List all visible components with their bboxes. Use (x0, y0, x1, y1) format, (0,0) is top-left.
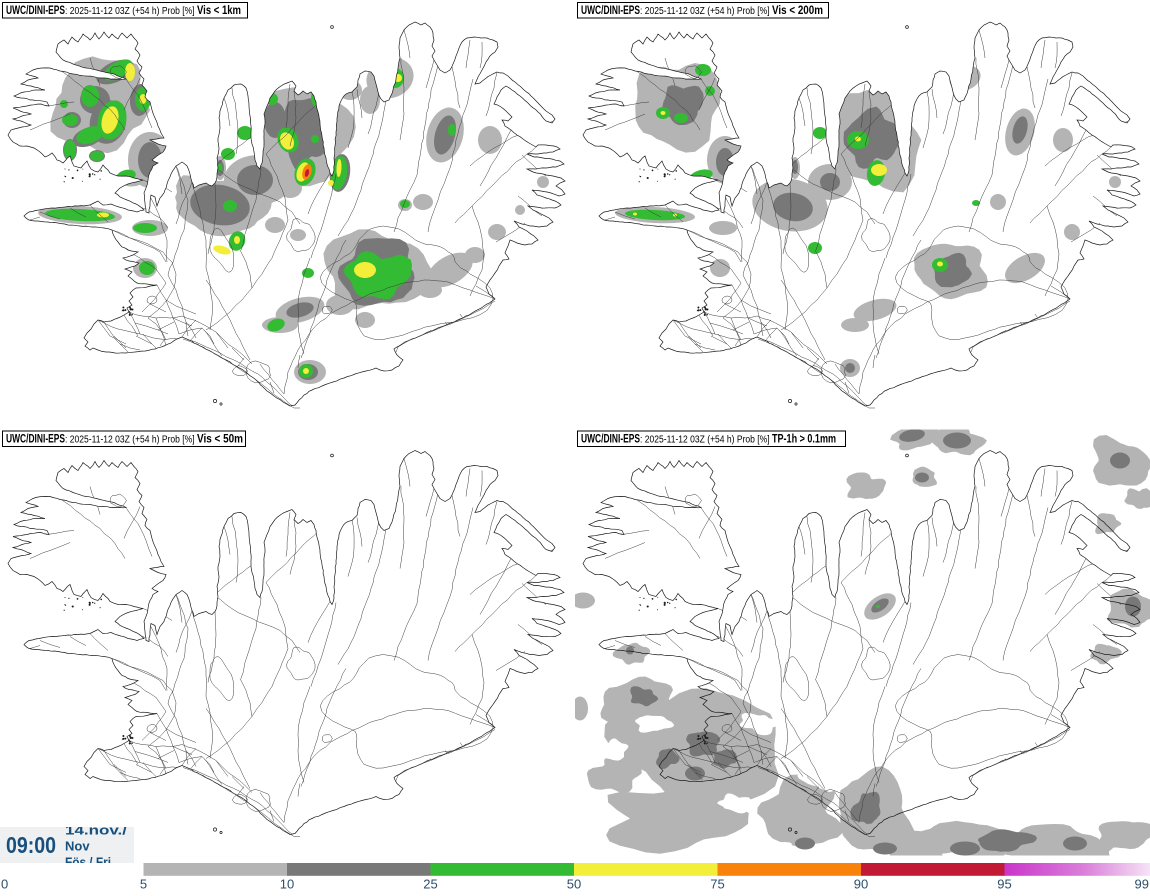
svg-text:90: 90 (854, 877, 868, 892)
svg-text:25: 25 (423, 877, 437, 892)
svg-text:75: 75 (710, 877, 724, 892)
svg-text:UWC/DINI-EPS: 2025-11-12 03Z (: UWC/DINI-EPS: 2025-11-12 03Z (+54 h) Pro… (6, 3, 241, 17)
svg-text:5: 5 (140, 877, 147, 892)
svg-text:0: 0 (1, 877, 8, 892)
svg-text:UWC/DINI-EPS: 2025-11-12 03Z (: UWC/DINI-EPS: 2025-11-12 03Z (+54 h) Pro… (6, 432, 243, 446)
svg-text:10: 10 (280, 877, 294, 892)
svg-text:99: 99 (1135, 877, 1149, 892)
svg-text:Nov: Nov (65, 839, 90, 854)
svg-text:UWC/DINI-EPS: 2025-11-12 03Z (: UWC/DINI-EPS: 2025-11-12 03Z (+54 h) Pro… (581, 432, 836, 446)
svg-text:95: 95 (997, 877, 1011, 892)
svg-text:UWC/DINI-EPS: 2025-11-12 03Z (: UWC/DINI-EPS: 2025-11-12 03Z (+54 h) Pro… (581, 3, 823, 17)
svg-text:09:00: 09:00 (6, 832, 56, 858)
svg-text:50: 50 (567, 877, 581, 892)
